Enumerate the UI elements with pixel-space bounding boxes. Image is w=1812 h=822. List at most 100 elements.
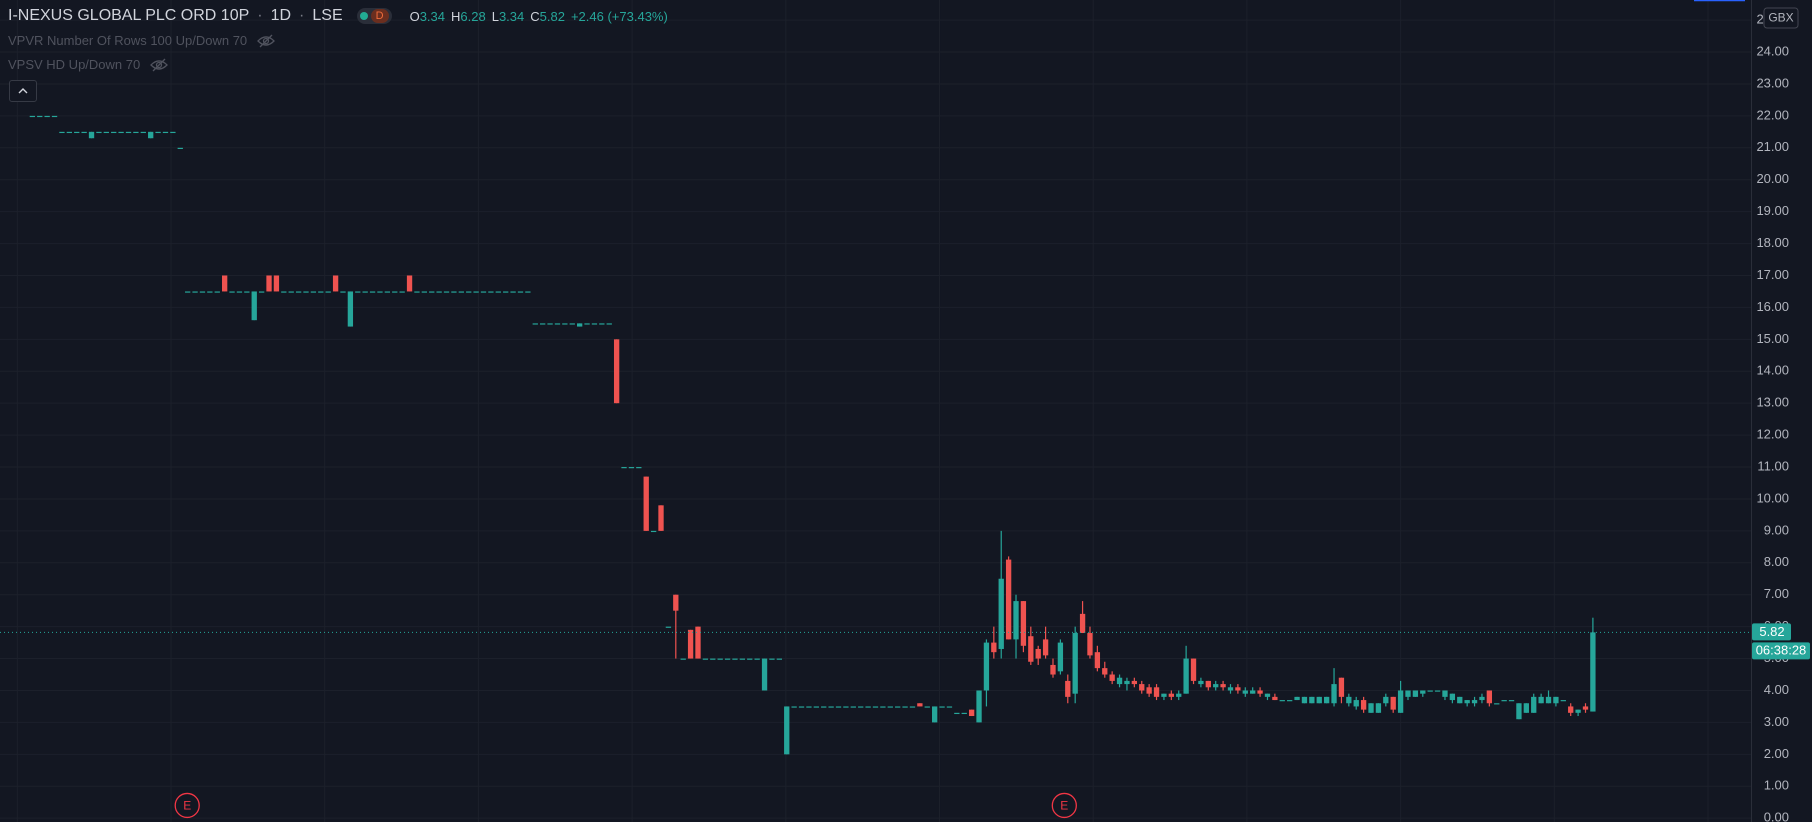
interval[interactable]: 1D [270, 7, 292, 24]
candle-body [687, 629, 694, 659]
symbol-name[interactable]: I-NEXUS GLOBAL PLC ORD 10P [8, 7, 250, 24]
candle-body [828, 706, 834, 708]
ohlc-open: O3.34 [410, 9, 445, 24]
candle-body [576, 323, 583, 327]
candle-body [66, 131, 72, 134]
candle-body [1020, 601, 1027, 646]
candle-body [1479, 696, 1485, 701]
candle-body [421, 291, 427, 293]
candle-body [968, 709, 975, 717]
candle-body [1360, 700, 1367, 710]
data-badge[interactable]: D [370, 9, 389, 23]
candle-body [480, 291, 487, 293]
candle-body [591, 323, 598, 325]
candle-body [1301, 696, 1308, 704]
currency-label: GBX [1768, 11, 1793, 25]
candle-body [1264, 693, 1271, 697]
currency-button[interactable] [1763, 7, 1799, 29]
candle-body [377, 291, 383, 293]
candle-body [29, 115, 36, 118]
candle-body [229, 291, 235, 293]
market-status[interactable] [359, 12, 368, 20]
candle-body [214, 291, 220, 293]
candle-body [244, 291, 250, 293]
candle-body [1205, 680, 1211, 688]
indicator-row[interactable]: VPVR Number Of Rows 100 Up/Down 70 [8, 33, 276, 48]
y-tick-label: 14.00 [1756, 363, 1789, 378]
candle-body [1427, 690, 1433, 692]
candle-body [251, 291, 257, 321]
candle-body [850, 706, 856, 708]
candle-body [1390, 696, 1396, 710]
candle-body [658, 505, 664, 531]
candle-body [473, 291, 479, 293]
candle-body [1338, 677, 1345, 697]
candle-body [429, 291, 435, 293]
candle-body [1420, 690, 1426, 694]
candle-body [103, 131, 109, 134]
candle-body [59, 131, 65, 134]
candle-body [932, 706, 938, 723]
candle-body [199, 291, 206, 293]
candle-body [1575, 709, 1581, 713]
price-axis [1751, 0, 1812, 822]
candle-body [1035, 648, 1041, 659]
candle-body [185, 291, 191, 293]
candle-body [1516, 703, 1522, 720]
candle-body [1250, 690, 1256, 694]
candle-body [384, 291, 391, 293]
candle-body [791, 706, 797, 708]
candle-body [917, 703, 923, 707]
candle-body [562, 323, 568, 325]
candle-body [295, 291, 302, 293]
candle-body [1434, 690, 1441, 692]
earnings-marker[interactable]: E [174, 792, 200, 819]
candle-body [784, 706, 790, 755]
candle-body [798, 706, 805, 708]
candle-body [1464, 700, 1470, 704]
candle-body [1153, 687, 1160, 697]
candle-body [1057, 642, 1064, 672]
candle-body [554, 323, 561, 325]
y-tick-label: 21.00 [1756, 139, 1789, 154]
hidden-icon[interactable] [257, 34, 276, 48]
y-tick-label: 17.00 [1756, 267, 1789, 282]
hidden-icon[interactable] [150, 58, 169, 72]
candle-body [1257, 690, 1263, 694]
candle-body [369, 291, 376, 293]
y-tick-label: 10.00 [1756, 490, 1789, 505]
chevron-icon [18, 88, 28, 94]
candle-body [458, 291, 464, 293]
indicator-row[interactable]: VPSV HD Up/Down 70 [8, 57, 169, 72]
candle-body [1346, 696, 1352, 704]
candle-body [81, 131, 87, 134]
candle-body [332, 275, 339, 292]
candle-body [1227, 687, 1234, 691]
candle-body [621, 467, 627, 469]
ohlc-letter: O [409, 8, 420, 24]
candle-body [540, 323, 546, 325]
candle-body [325, 291, 331, 293]
candle-body [895, 706, 901, 708]
candle-body [724, 658, 731, 660]
candle-body [1582, 706, 1589, 710]
candle-body [392, 291, 398, 293]
candle-body [858, 706, 864, 708]
candle-body [1353, 700, 1359, 707]
candle-body [340, 291, 346, 293]
candle-body [1405, 690, 1411, 697]
y-tick-label: 0.00 [1764, 810, 1789, 822]
collapse-button[interactable] [9, 80, 37, 102]
earnings-marker[interactable]: E [1051, 792, 1077, 819]
candle-body [584, 323, 590, 325]
candle-body [813, 706, 819, 708]
candle-body [88, 131, 95, 139]
candle-body [1109, 674, 1115, 681]
candle-body [1375, 703, 1382, 713]
candle-body [680, 658, 686, 660]
candle-body [946, 706, 953, 708]
candle-body [1005, 559, 1012, 640]
candle-body [628, 467, 635, 469]
ohlc-high: H6.28 [451, 9, 486, 24]
